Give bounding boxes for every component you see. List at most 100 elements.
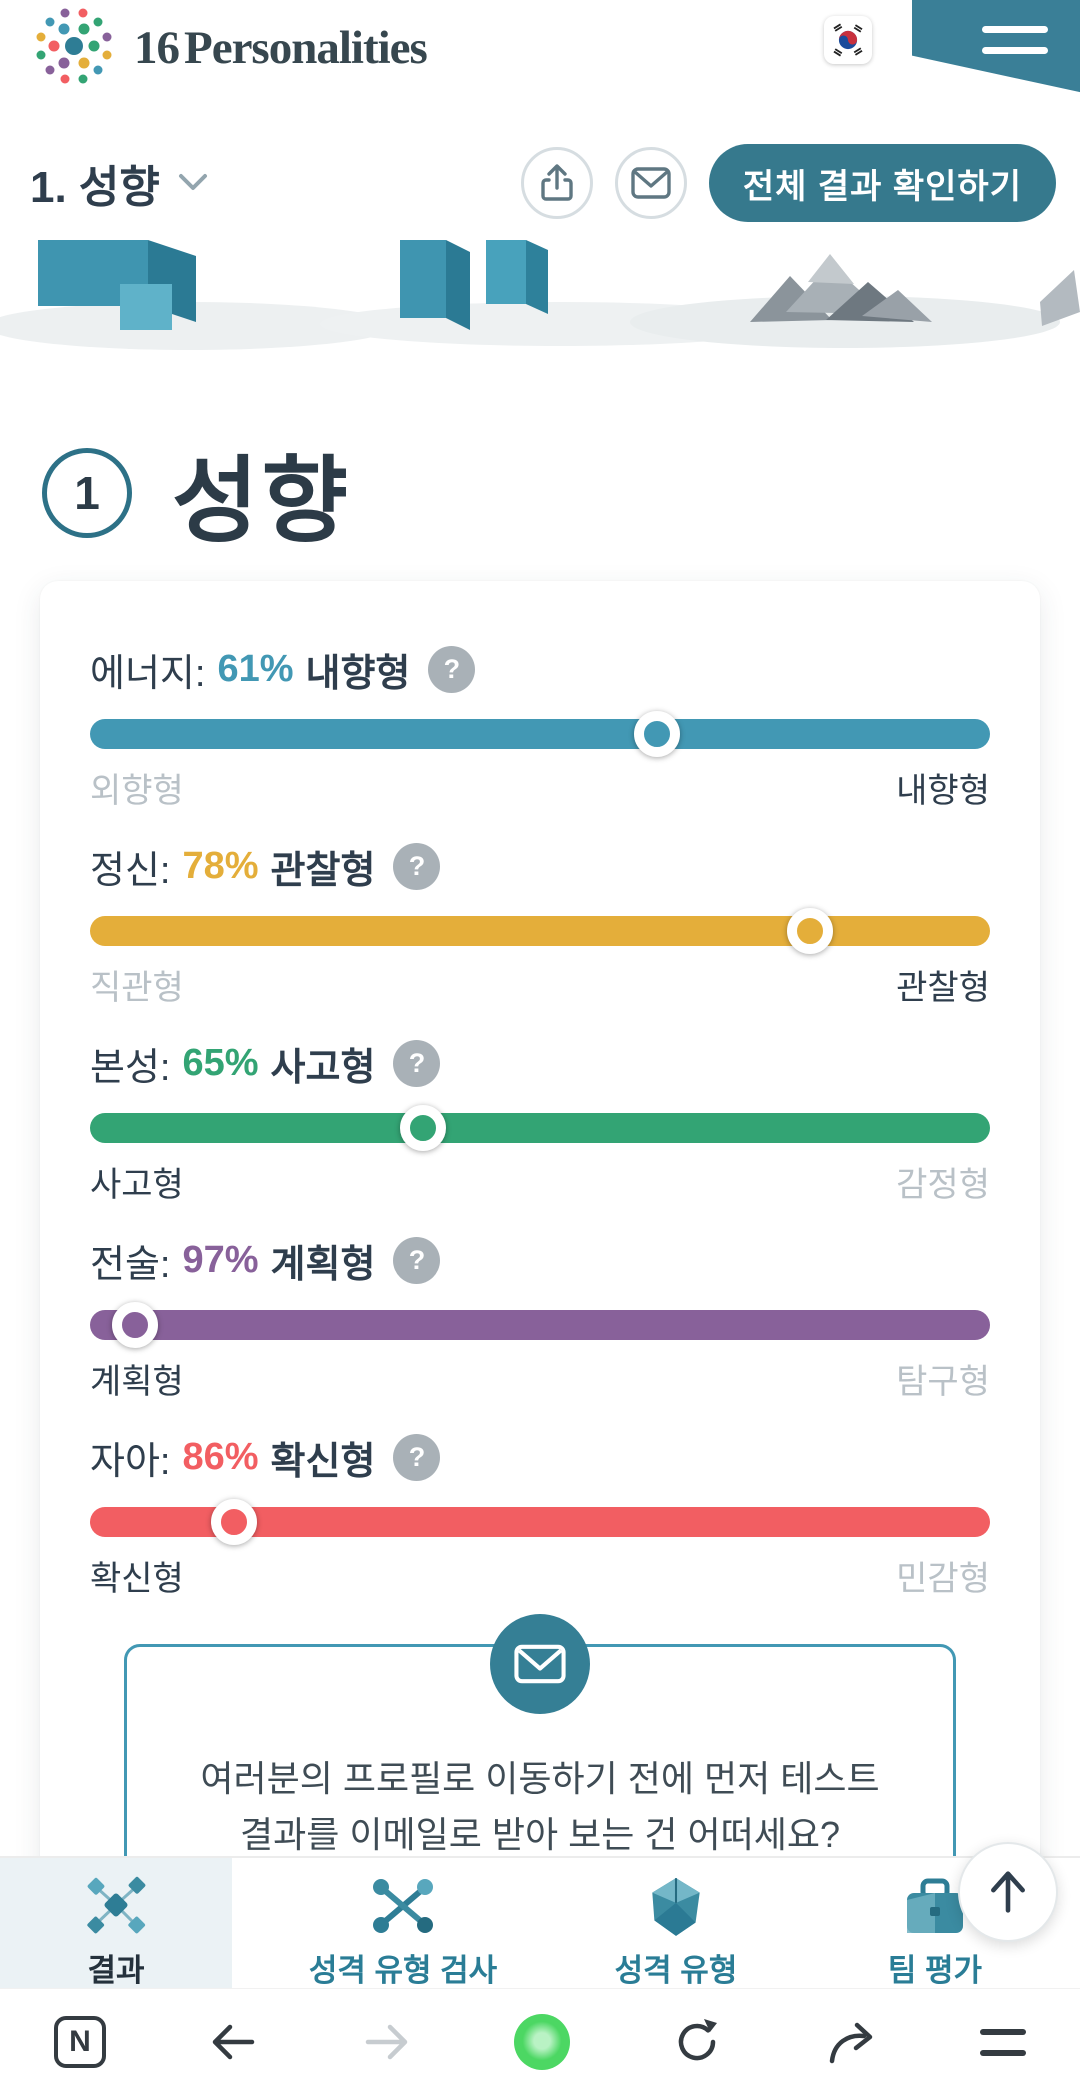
trait-row-mind: 정신: 78% 관찰형 ? 직관형 관찰형 xyxy=(90,840,990,1009)
trait-header: 전술: 97% 계획형 ? xyxy=(90,1234,990,1286)
mail-icon xyxy=(631,167,671,199)
nav-item-results[interactable]: 결과 xyxy=(0,1858,232,1990)
trait-header: 에너지: 61% 내향형 ? xyxy=(90,643,990,695)
tabs-icon xyxy=(980,2028,1026,2056)
slider-labels: 사고형 감정형 xyxy=(90,1165,990,1206)
page-title: 성향 xyxy=(172,448,351,553)
header-illustration xyxy=(0,240,1080,350)
logo-wordmark: 16 Personalities xyxy=(134,21,428,75)
slider-handle[interactable] xyxy=(112,1302,158,1348)
section-number-badge: 1 xyxy=(42,448,132,538)
trait-name: 자아: xyxy=(90,1440,171,1483)
refresh-icon xyxy=(678,2019,717,2061)
trait-slider xyxy=(90,1105,990,1151)
trait-slider xyxy=(90,1499,990,1545)
trait-header: 본성: 65% 사고형 ? xyxy=(90,1037,990,1089)
scroll-to-top-button[interactable] xyxy=(958,1842,1058,1942)
trait-percent: 97% xyxy=(182,1238,259,1281)
share-arrow-icon xyxy=(829,2022,873,2064)
naver-app-button[interactable]: N xyxy=(54,2016,106,2068)
share-button-browser[interactable] xyxy=(824,2017,880,2067)
nav-label: 성격 유형 검사 xyxy=(308,1953,498,1988)
slider-handle[interactable] xyxy=(787,908,833,954)
nav-label: 성격 유형 xyxy=(614,1953,738,1988)
slider-labels: 확신형 민감형 xyxy=(90,1559,990,1600)
menu-button[interactable] xyxy=(912,0,1080,93)
help-button[interactable]: ? xyxy=(393,1039,441,1087)
trait-winner: 관찰형 xyxy=(270,849,376,892)
logo-number: 16 xyxy=(134,22,180,74)
taegukgi-icon xyxy=(833,23,863,57)
isometric-scene-icon xyxy=(0,240,1080,350)
slider-track xyxy=(90,1113,990,1143)
tabs-button[interactable] xyxy=(980,2028,1026,2056)
trait-name: 본성: xyxy=(90,1046,171,1089)
logo-name: Personalities xyxy=(184,22,428,74)
briefcase-icon xyxy=(899,1870,971,1943)
back-button[interactable] xyxy=(206,2015,260,2069)
slider-right-label: 내향형 xyxy=(896,772,990,810)
trait-name: 전술: xyxy=(90,1243,171,1286)
back-arrow-icon xyxy=(212,2024,255,2060)
trait-row-tactics: 전술: 97% 계획형 ? 계획형 탐구형 xyxy=(90,1234,990,1403)
naver-icon: N xyxy=(54,2016,106,2068)
slider-track xyxy=(90,916,990,946)
nav-item-personality-types[interactable]: 성격 유형 xyxy=(556,1858,796,1990)
refresh-button[interactable] xyxy=(670,2015,724,2069)
section-number: 1 xyxy=(74,467,100,519)
help-button[interactable]: ? xyxy=(393,1236,441,1284)
arrow-up-icon xyxy=(991,1871,1025,1913)
trait-slider xyxy=(90,908,990,954)
home-button[interactable] xyxy=(514,2014,570,2070)
logo[interactable]: 16 Personalities xyxy=(26,0,428,96)
nav-item-team-assessment[interactable]: 팀 평가 xyxy=(820,1858,1050,1990)
slider-left-label: 직관형 xyxy=(90,969,184,1007)
slider-handle[interactable] xyxy=(634,711,680,757)
trait-winner: 사고형 xyxy=(270,1046,376,1089)
trait-winner: 계획형 xyxy=(270,1243,376,1286)
slider-left-label: 확신형 xyxy=(90,1560,184,1598)
results-toolbar: 1. 성향 전체 결과 확인하기 xyxy=(0,128,1080,238)
slider-handle[interactable] xyxy=(400,1105,446,1151)
forward-button[interactable] xyxy=(360,2015,414,2069)
slider-handle[interactable] xyxy=(211,1499,257,1545)
share-icon xyxy=(541,164,573,201)
mail-icon xyxy=(514,1644,566,1684)
help-button[interactable]: ? xyxy=(428,645,476,693)
browser-toolbar: N xyxy=(0,1988,1080,2095)
share-button[interactable] xyxy=(520,147,593,219)
full-results-button[interactable]: 전체 결과 확인하기 xyxy=(708,144,1056,222)
trait-winner: 확신형 xyxy=(270,1440,376,1483)
slider-labels: 계획형 탐구형 xyxy=(90,1362,990,1403)
slider-right-label: 감정형 xyxy=(896,1166,990,1204)
gem-icon xyxy=(642,1870,710,1943)
section-dropdown[interactable]: 1. 성향 xyxy=(30,151,208,215)
dumbbell-icon xyxy=(367,1870,439,1943)
hamburger-icon xyxy=(982,47,1048,54)
trait-percent: 61% xyxy=(217,647,294,690)
nav-item-personality-test[interactable]: 성격 유형 검사 xyxy=(268,1858,538,1990)
email-button[interactable] xyxy=(614,147,687,219)
help-button[interactable]: ? xyxy=(393,842,441,890)
slider-right-label: 관찰형 xyxy=(896,969,990,1007)
mail-badge xyxy=(490,1614,590,1714)
trait-slider xyxy=(90,711,990,757)
trait-row-identity: 자아: 86% 확신형 ? 확신형 민감형 xyxy=(90,1431,990,1600)
slider-left-label: 사고형 xyxy=(90,1166,184,1204)
toolbar-actions: 전체 결과 확인하기 xyxy=(520,144,1056,222)
trait-percent: 78% xyxy=(182,844,259,887)
section-dropdown-label: 1. 성향 xyxy=(30,163,160,212)
trait-percent: 86% xyxy=(182,1435,259,1478)
email-prompt-text: 여러분의 프로필로 이동하기 전에 먼저 테스트 xyxy=(200,1758,880,1799)
email-prompt-text: 결과를 이메일로 받아 보는 건 어떠세요? xyxy=(240,1814,840,1855)
slider-labels: 외향형 내향형 xyxy=(90,771,990,812)
slider-left-label: 계획형 xyxy=(90,1363,184,1401)
korea-flag-icon[interactable] xyxy=(824,16,872,64)
chevron-down-icon xyxy=(178,174,207,190)
trait-name: 정신: xyxy=(90,849,171,892)
section-heading: 1 성향 xyxy=(0,438,1080,553)
help-button[interactable]: ? xyxy=(393,1433,441,1481)
slider-track xyxy=(90,719,990,749)
slider-left-label: 외향형 xyxy=(90,772,184,810)
